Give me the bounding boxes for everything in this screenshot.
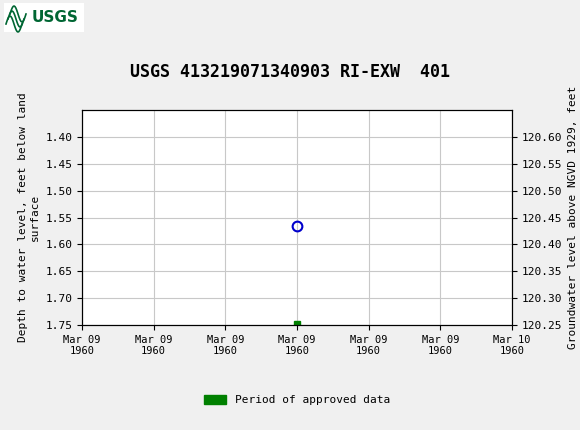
Text: USGS 413219071340903 RI-EXW  401: USGS 413219071340903 RI-EXW 401	[130, 63, 450, 81]
Bar	[4, 3, 84, 32]
Y-axis label: Groundwater level above NGVD 1929, feet: Groundwater level above NGVD 1929, feet	[568, 86, 578, 349]
Legend: Period of approved data: Period of approved data	[200, 391, 394, 410]
Text: USGS: USGS	[31, 10, 78, 25]
Y-axis label: Depth to water level, feet below land
surface: Depth to water level, feet below land su…	[18, 92, 39, 342]
